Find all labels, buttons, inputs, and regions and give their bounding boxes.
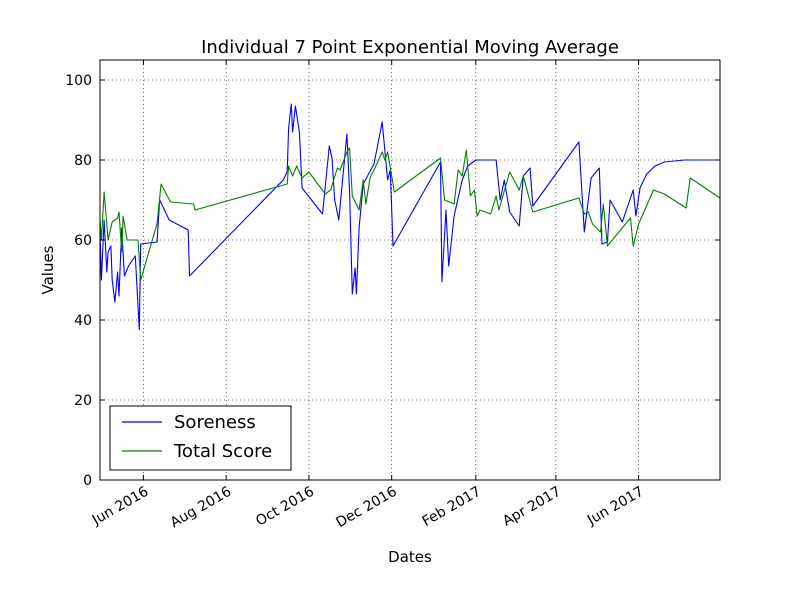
- grid-lines: [100, 60, 720, 480]
- y-tick-label: 80: [74, 153, 92, 169]
- y-tick-label: 40: [74, 313, 92, 329]
- series-line-total-score: [99, 147, 721, 281]
- y-tick-label: 60: [74, 233, 92, 249]
- y-tick-label: 20: [74, 393, 92, 409]
- y-tick-label: 100: [65, 73, 92, 89]
- legend-label-soreness: Soreness: [174, 412, 256, 433]
- legend: Soreness Total Score: [109, 405, 292, 471]
- plot-frame: [99, 59, 721, 481]
- y-tick-label: 0: [83, 473, 92, 489]
- x-axis-title: Dates: [388, 548, 432, 566]
- y-tick-labels: 0 20 40 60 80 100: [65, 73, 92, 489]
- series-line-soreness: [99, 103, 720, 331]
- series-layer: [99, 103, 721, 331]
- axis-ticks: [100, 60, 720, 481]
- legend-box: [109, 405, 292, 471]
- chart-title: Individual 7 Point Exponential Moving Av…: [201, 37, 619, 58]
- y-axis-title: Values: [39, 245, 57, 294]
- legend-label-total-score: Total Score: [173, 441, 272, 462]
